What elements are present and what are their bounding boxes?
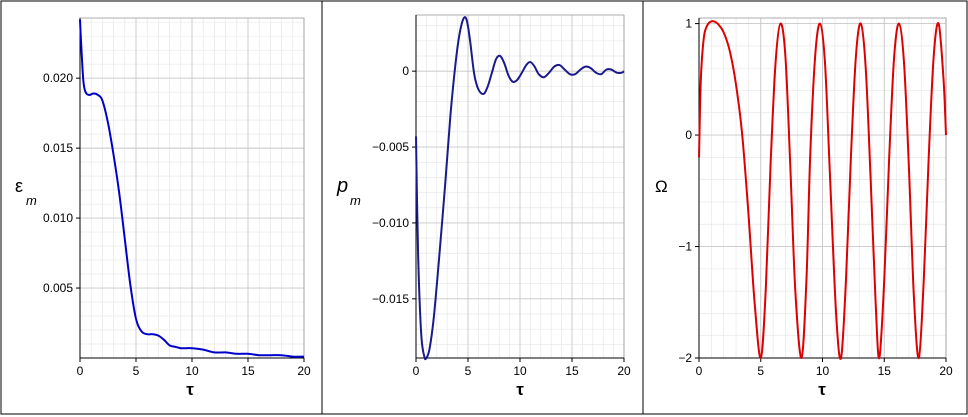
series-line-epsilon (79, 19, 305, 358)
x-tick-label: 0 (696, 364, 703, 378)
x-axis-label: τ (516, 380, 524, 399)
series-line-omega (698, 19, 947, 360)
chart-panel-pm: −0.015 −0.010 −0.005 0 0 5 10 15 20 τ p m (336, 14, 631, 399)
x-tick-label: 20 (617, 364, 631, 378)
x-tick-label: 5 (133, 364, 140, 378)
x-tick-label: 10 (816, 364, 830, 378)
x-tick-label: 15 (878, 364, 892, 378)
x-tick-label: 15 (565, 364, 579, 378)
grid-layer (79, 18, 305, 359)
y-tick-label: 0.015 (43, 141, 73, 155)
x-tick-label: 20 (297, 364, 311, 378)
x-tick-label: 10 (513, 364, 527, 378)
y-tick-label: −0.005 (372, 140, 409, 154)
y-tick-label: 0.020 (43, 71, 73, 85)
y-tick-label: 0.005 (43, 281, 73, 295)
chart-panel-epsilon: 0.005 0.010 0.015 0.020 0 5 10 15 20 τ ε m (15, 17, 311, 399)
y-tick-label: −1 (678, 240, 692, 254)
chart-panel-omega: −2 −1 0 1 0 5 10 15 20 τ Ω (655, 17, 953, 399)
y-tick-label: −0.015 (372, 292, 409, 306)
y-tick-label: −2 (678, 351, 692, 365)
x-axis: 0 5 10 15 20 (413, 357, 631, 378)
y-axis-label: Ω (655, 177, 668, 196)
grid-layer (415, 15, 625, 358)
y-tick-label: 0.010 (43, 211, 73, 225)
x-tick-label: 20 (939, 364, 953, 378)
y-axis-label: p (336, 175, 348, 197)
x-tick-label: 5 (757, 364, 764, 378)
y-tick-label: −0.010 (372, 216, 409, 230)
x-axis: 0 5 10 15 20 (77, 357, 311, 378)
y-axis-label-subscript: m (26, 193, 37, 208)
y-axis-label-subscript: m (350, 193, 361, 208)
y-tick-label: 0 (402, 64, 409, 78)
y-axis: 0.005 0.010 0.015 0.020 (43, 18, 81, 358)
y-axis-label: ε (15, 176, 23, 196)
x-tick-label: 10 (185, 364, 199, 378)
y-tick-label: 0 (685, 128, 692, 142)
x-axis-label: τ (186, 380, 194, 399)
x-tick-label: 0 (413, 364, 420, 378)
series-line-pm (415, 16, 625, 361)
x-axis-label: τ (818, 380, 826, 399)
x-tick-label: 0 (77, 364, 84, 378)
y-tick-label: 1 (685, 17, 692, 31)
x-tick-label: 5 (465, 364, 472, 378)
x-axis: 0 5 10 15 20 (696, 357, 953, 378)
x-tick-label: 15 (241, 364, 255, 378)
y-axis: −2 −1 0 1 (678, 17, 700, 365)
